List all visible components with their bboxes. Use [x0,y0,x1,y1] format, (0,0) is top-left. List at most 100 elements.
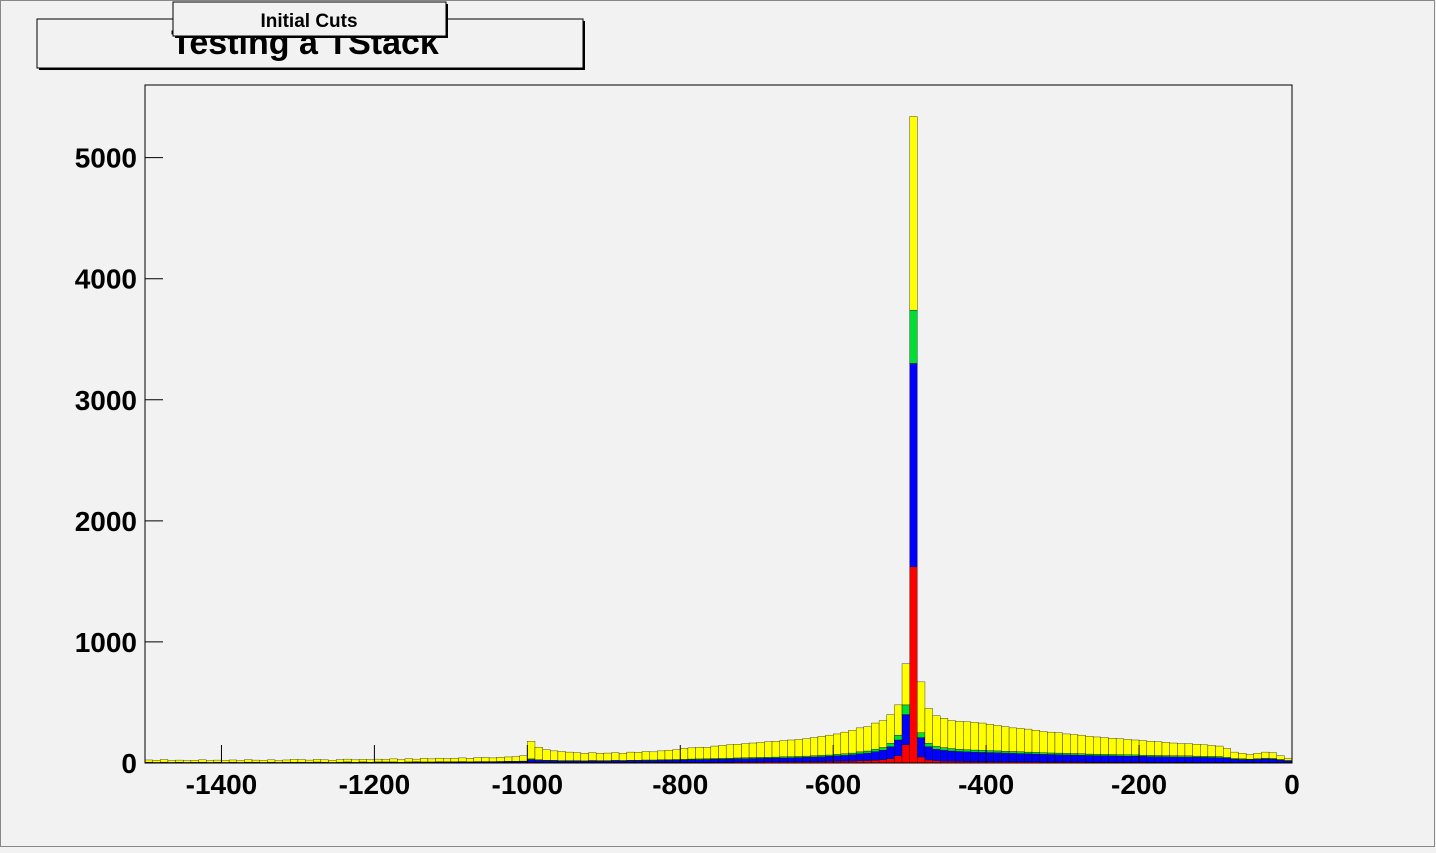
histogram-bar [313,759,321,762]
histogram-bar [504,757,512,761]
histogram-bar [734,744,742,758]
histogram-bar [1078,755,1086,762]
histogram-bar [1108,756,1116,762]
histogram-bar [887,743,895,746]
histogram-bar [879,750,887,760]
histogram-bar [221,760,229,762]
histogram-bar [1208,745,1216,756]
histogram-bar [703,748,711,759]
histogram-bar [397,760,405,763]
histogram-bar [910,310,918,363]
histogram-bar [1093,756,1101,762]
histogram-bar [1246,760,1254,763]
histogram-bar [780,758,788,762]
histogram-bar [688,748,696,759]
histogram-bar [726,745,734,758]
histogram-bar [940,748,948,751]
histogram-bar [306,760,314,762]
histogram-bar [1223,758,1231,762]
histogram-bar [374,759,382,762]
histogram-bar [420,758,428,762]
histogram-bar [894,756,902,763]
histogram-bar [1009,751,1017,753]
histogram-bar [871,723,879,749]
histogram-bar [803,757,811,761]
histogram-bar [558,761,566,762]
histogram-bar [589,753,597,761]
histogram-bar [604,761,612,762]
histogram-bar [795,739,803,756]
histogram-bar [214,760,222,762]
histogram-bar [879,721,887,748]
histogram-bar [1017,752,1025,754]
histogram-bar [512,757,520,761]
histogram-bar [535,760,543,762]
histogram-bar [581,753,589,761]
histogram-bar [1162,742,1170,755]
histogram-bar [145,760,153,762]
histogram-bar [795,758,803,762]
histogram-bar [680,748,688,759]
histogram-bar [573,753,581,761]
histogram-bar [1086,754,1094,755]
histogram-bar [665,750,673,759]
histogram-bar [871,752,879,761]
histogram-bar [611,761,619,763]
histogram-bar [1101,738,1109,755]
histogram-bar [390,759,398,762]
histogram-bar [917,738,925,757]
histogram-bar [520,756,528,761]
histogram-bar [1063,734,1071,753]
histogram-bar [963,722,971,750]
histogram-bar [1147,755,1155,756]
histogram-bar [1223,748,1231,757]
histogram-bar [183,761,191,763]
histogram-bar [1200,757,1208,762]
histogram-bar [864,751,872,753]
histogram-bar [550,761,558,763]
histogram-bar [818,755,826,756]
histogram-bar [933,746,941,749]
histogram-bar [199,760,207,762]
histogram-bar [841,732,849,754]
histogram-bar [887,759,895,763]
histogram-bar [634,752,642,760]
histogram-bar [696,760,704,763]
histogram-bar [910,363,918,566]
histogram-bar [1101,756,1109,762]
histogram-bar [535,747,543,759]
histogram-bar [367,760,375,763]
histogram-bar [1124,756,1132,762]
histogram-bar [688,760,696,762]
histogram-bar [917,682,925,733]
x-tick-label: 0 [1284,769,1300,800]
histogram-bar [1139,756,1147,762]
x-tick-label: -400 [958,769,1014,800]
histogram-bar [244,760,252,763]
histogram-bar [910,567,918,763]
histogram-bar [1193,757,1201,762]
x-tick-label: -1200 [339,769,411,800]
x-tick-label: -800 [652,769,708,800]
histogram-bar [810,756,818,757]
histogram-bar [680,760,688,762]
histogram-bar [864,753,872,761]
histogram-bar [1086,736,1094,754]
histogram-bar [252,760,260,762]
histogram-bar [329,760,337,762]
x-tick-label: -600 [805,769,861,800]
histogram-bar [780,741,788,757]
histogram-bar [841,754,849,756]
histogram-bar [351,760,359,762]
histogram-bar [596,753,604,760]
histogram-bar [1024,729,1032,752]
histogram-bar [1246,755,1254,760]
histogram-bar [1078,754,1086,755]
histogram-bar [1001,753,1009,762]
histogram-bar [902,705,910,715]
histogram-bar [1238,759,1246,762]
histogram-bar [986,751,994,753]
histogram-bar [550,751,558,760]
